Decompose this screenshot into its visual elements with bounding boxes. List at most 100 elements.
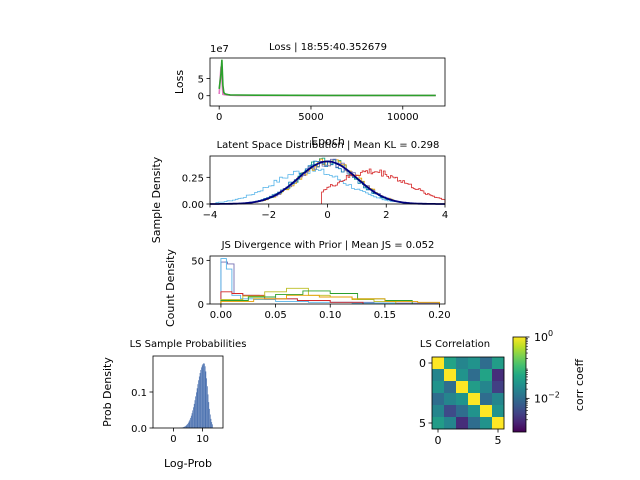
loss-series-line xyxy=(218,59,436,97)
x-tick-label: 0.00 xyxy=(210,310,232,321)
heatmap-cell xyxy=(480,381,493,394)
heatmap-cell xyxy=(456,405,469,418)
logprob-hist-bar xyxy=(203,363,205,428)
heatmap-cell xyxy=(444,369,457,382)
logprob-hist-bar xyxy=(198,380,199,428)
axes-frame xyxy=(152,355,224,429)
heatmap-cell xyxy=(480,369,493,382)
y-tick-label: 0.0 xyxy=(131,424,147,435)
logprob-hist-bar xyxy=(207,394,209,428)
js-histogram-step xyxy=(220,287,397,304)
logprob-hist-bar xyxy=(206,386,208,428)
heatmap-cell xyxy=(432,381,445,394)
x-tick-label: 0.20 xyxy=(428,310,450,321)
logprob-hist-bar xyxy=(189,419,191,428)
logprob-hist-bar xyxy=(196,388,198,428)
latent-histogram-step xyxy=(233,158,428,205)
logprob-hist-bar xyxy=(209,408,210,428)
colorbar-tick-label: 100 xyxy=(534,329,553,344)
heatmap-cell xyxy=(480,393,493,406)
heatmap-cell xyxy=(480,417,493,430)
heatmap-cell xyxy=(456,381,469,394)
logprob-hist-bar xyxy=(192,410,194,428)
colorbar-label: corr coeff xyxy=(573,358,586,411)
logprob-hist-bar xyxy=(209,414,211,428)
y-axis-label: Sample Density xyxy=(150,156,163,243)
y-axis-label: Prob Density xyxy=(101,357,114,427)
logprob-hist-bar xyxy=(190,415,192,428)
axes-frame xyxy=(209,255,446,305)
latent-histogram-step xyxy=(321,168,446,204)
logprob-hist-bar xyxy=(198,376,200,428)
x-tick-label: 0 xyxy=(216,112,222,123)
heatmap-cell xyxy=(456,369,469,382)
y-axis-label: Loss xyxy=(173,70,186,94)
axes-loss: 0 5000 10000 0 5 Loss | 18:55:40.352679 1e7 Los… xyxy=(173,42,446,148)
y-tick-label: 5 xyxy=(419,417,426,430)
heatmap-cell xyxy=(444,381,457,394)
x-axis-label: Log-Prob xyxy=(164,457,212,470)
logprob-hist-bar xyxy=(193,403,195,428)
logprob-hist-bar xyxy=(190,417,191,428)
x-tick-label: 10000 xyxy=(387,112,419,123)
x-axis-label: Epoch xyxy=(311,135,345,148)
logprob-hist-bar xyxy=(212,424,213,428)
colorbar-tick-label: 10−2 xyxy=(534,390,560,405)
chart-title: Loss | 18:55:40.352679 xyxy=(269,42,387,53)
chart-title: Latent Space Distribution | Mean KL = 0.… xyxy=(217,140,440,151)
y-tick-label: 0 xyxy=(198,300,204,311)
x-tick-label: 10 xyxy=(196,434,209,445)
heatmap-cell xyxy=(456,393,469,406)
chart-title: LS Correlation xyxy=(420,339,490,350)
axes-js: 0.00 0.05 0.10 0.15 0.20 0 50 JS Divergence wit… xyxy=(164,240,451,327)
heatmap-cell xyxy=(432,393,445,406)
colorbar-tick-exponent: −2 xyxy=(548,390,560,399)
logprob-hist-bar xyxy=(202,363,204,428)
logprob-hist-bar xyxy=(204,366,206,428)
logprob-hist-bar xyxy=(197,384,199,428)
logprob-hist-bar xyxy=(186,424,188,428)
js-histogram-step xyxy=(220,294,440,304)
logprob-hist-bar xyxy=(194,400,196,428)
heatmap-cell xyxy=(492,393,505,406)
logprob-hist-bar xyxy=(199,373,201,428)
x-tick-label: 0.15 xyxy=(374,310,396,321)
y-tick-label: 0.1 xyxy=(131,388,147,399)
heatmap-cell xyxy=(432,357,445,370)
heatmap-cell xyxy=(444,357,457,370)
logprob-hist-bar xyxy=(183,426,185,428)
heatmap-cell xyxy=(468,393,481,406)
logprob-hist-bar xyxy=(188,422,189,428)
logprob-hist-bar xyxy=(187,423,188,428)
heatmap-cell xyxy=(456,417,469,430)
heatmap-cell xyxy=(492,405,505,418)
y-tick-label: 5 xyxy=(198,75,204,86)
heatmap-cell xyxy=(432,369,445,382)
heatmap-cell xyxy=(468,369,481,382)
logprob-hist-bar xyxy=(196,392,197,428)
x-tick-label: −4 xyxy=(203,210,218,221)
colorbar-tick-exponent: 0 xyxy=(548,329,553,338)
x-tick-label: 0.05 xyxy=(264,310,286,321)
js-histogram-step xyxy=(220,258,397,304)
latent-histogram-step xyxy=(230,159,425,205)
axes-logprob: 0 10 0.0 0.1 LS Sample Probabilities Prob Den… xyxy=(101,339,246,470)
heatmap-cell xyxy=(468,405,481,418)
prior-density-curve xyxy=(210,160,445,205)
logprob-hist-bar xyxy=(211,422,213,428)
axes-frame xyxy=(431,356,505,430)
x-tick-label: −2 xyxy=(261,210,276,221)
logprob-hist-bar xyxy=(201,365,203,428)
heatmap-cell xyxy=(444,393,457,406)
logprob-hist-bar xyxy=(193,407,194,428)
logprob-hist-bar xyxy=(200,369,202,428)
loss-series-line xyxy=(218,66,436,97)
colorbar xyxy=(512,336,527,433)
heatmap-cell xyxy=(480,405,493,418)
x-tick-label: 0 xyxy=(435,434,442,447)
y-tick-label: 0.25 xyxy=(182,173,204,184)
heatmap-cell xyxy=(468,381,481,394)
logprob-hist-bar xyxy=(188,421,190,428)
